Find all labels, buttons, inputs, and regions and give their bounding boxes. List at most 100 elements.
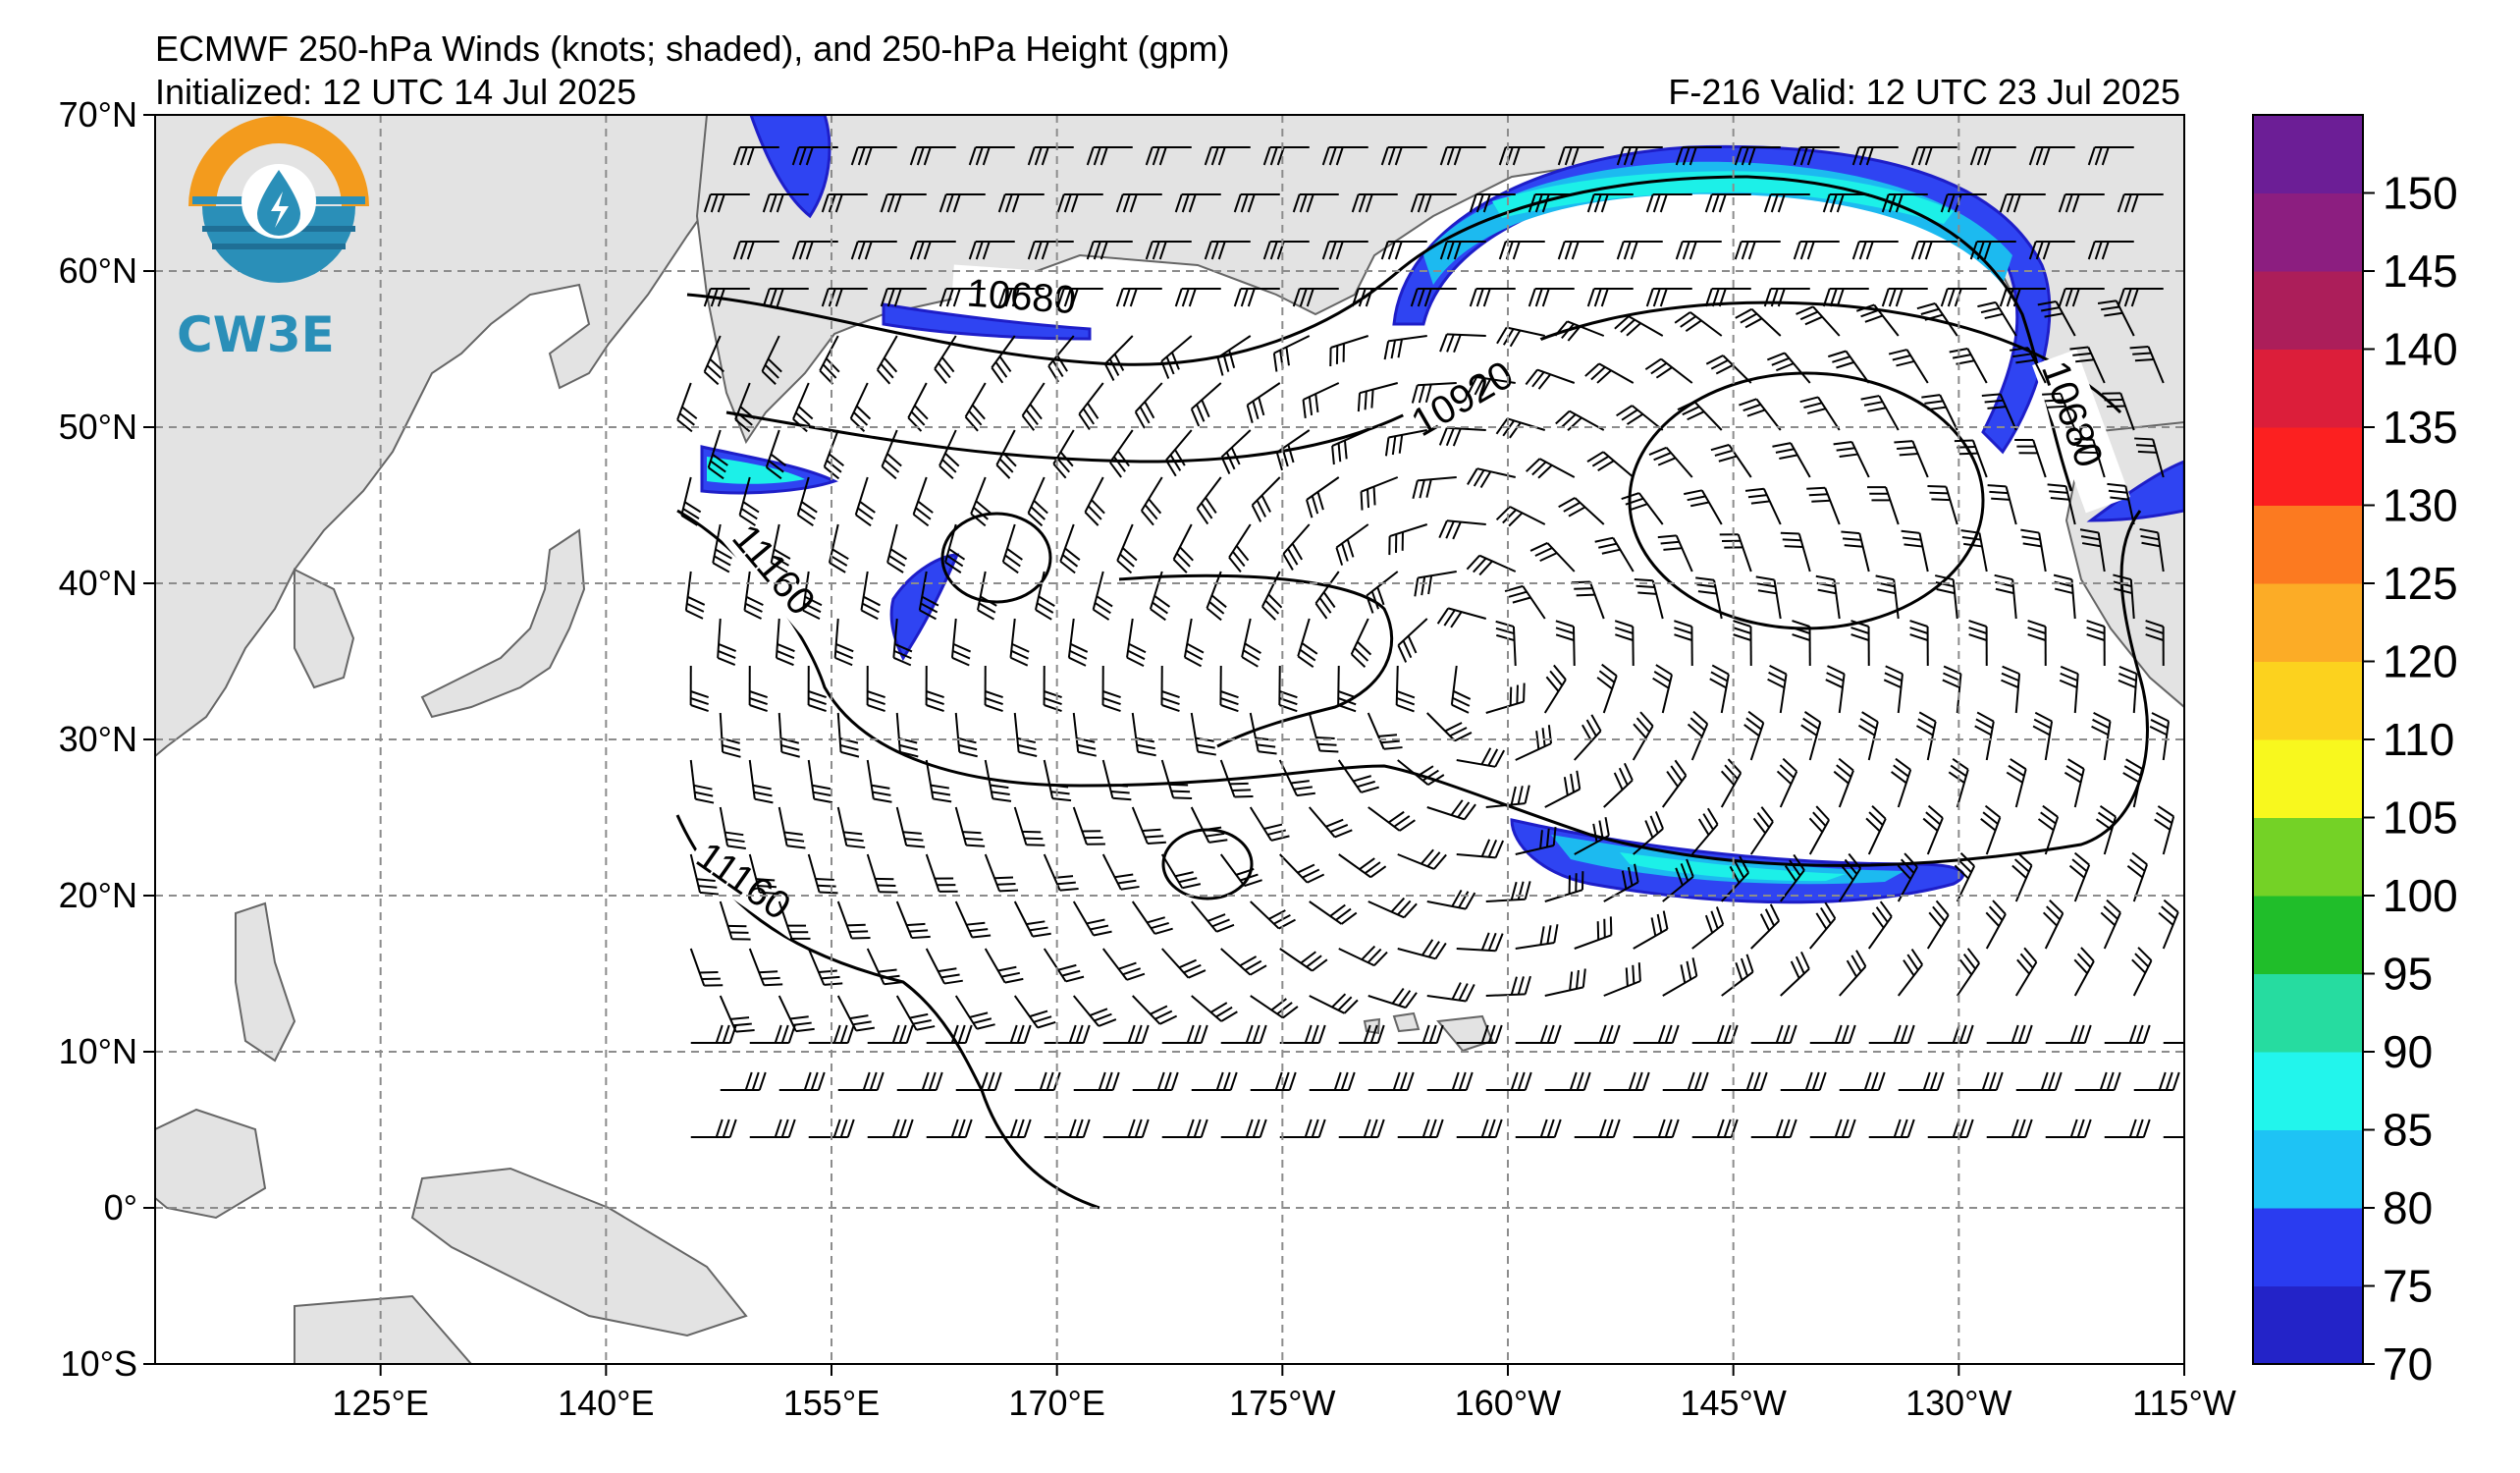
wind-barb: [1052, 429, 1075, 479]
wind-barb: [1851, 146, 1899, 166]
wind-barb: [2100, 899, 2121, 950]
wind-barb: [777, 806, 806, 849]
wind-barb: [934, 335, 957, 385]
wind-barb: [2028, 241, 2075, 260]
wind-barb: [1001, 523, 1023, 574]
wind-barb: [2047, 483, 2076, 525]
wind-barb: [1027, 241, 1074, 260]
wind-barb: [1780, 531, 1811, 573]
wind-barb: [1808, 805, 1830, 855]
wind-barb: [1495, 506, 1546, 527]
wind-barb: [1103, 335, 1134, 381]
wind-barb: [1021, 382, 1046, 431]
wind-barb: [2163, 1136, 2184, 1138]
height-contour-11160: [676, 509, 2149, 867]
wind-barb: [938, 288, 986, 307]
wind-barb: [1544, 1071, 1591, 1091]
wind-barb: [1436, 607, 1487, 628]
wind-barb: [2059, 665, 2079, 714]
wind-barb: [703, 335, 724, 386]
wind-barb: [2104, 1118, 2151, 1138]
wind-barb: [1574, 714, 1602, 761]
wind-barb: [775, 618, 795, 667]
wind-barb: [2149, 712, 2171, 761]
colorbar-swatch: [2253, 1285, 2363, 1365]
wind-barb: [1554, 320, 1605, 342]
wind-barb: [1337, 665, 1357, 713]
wind-barb: [1675, 146, 1722, 166]
wind-barb: [1691, 906, 1725, 950]
wind-barb: [895, 806, 926, 848]
wind-barb: [985, 1118, 1032, 1138]
wind-barb: [1603, 1071, 1650, 1091]
wind-barb: [1067, 618, 1089, 667]
wind-barb: [866, 665, 885, 713]
wind-barb: [1735, 307, 1782, 337]
wind-barb: [1220, 948, 1267, 976]
wind-barb: [1172, 523, 1194, 573]
wind-barb: [849, 382, 872, 433]
wind-barb: [1793, 146, 1840, 166]
wind-barb: [1043, 948, 1085, 983]
wind-barb: [1395, 665, 1416, 713]
wind-barb: [1822, 288, 1869, 307]
wind-barb: [1927, 1024, 1974, 1044]
wind-barb: [1388, 523, 1428, 556]
wind-barb: [1657, 534, 1693, 573]
wind-barb: [1822, 193, 1869, 213]
wind-barb: [1915, 711, 1937, 761]
wind-barb: [1806, 486, 1841, 525]
wind-barb: [1633, 810, 1664, 855]
wind-barb: [2117, 193, 2164, 213]
wind-barb: [1596, 663, 1618, 714]
wind-barb: [1763, 288, 1810, 307]
wind-barb: [1614, 315, 1664, 337]
wind-barb: [1691, 1118, 1739, 1138]
wind-barb: [719, 900, 751, 941]
borneo-land: [155, 1108, 267, 1220]
colorbar-label: 85: [2383, 1105, 2433, 1156]
wind-barb: [808, 1024, 855, 1044]
wind-barb: [777, 900, 811, 940]
wind-barb: [1072, 995, 1117, 1027]
wind-barb: [1977, 300, 2017, 337]
wind-barb: [1910, 146, 1957, 166]
wind-barb: [748, 948, 783, 987]
wind-barb: [1695, 576, 1723, 620]
wind-barb: [1881, 288, 1928, 307]
wind-barb: [1888, 349, 1929, 384]
wind-barb: [1397, 618, 1428, 663]
wind-barb: [954, 995, 995, 1030]
wind-barb: [1251, 476, 1281, 522]
wind-barb: [749, 1024, 796, 1044]
wind-barb: [1126, 618, 1147, 667]
wind-barb: [984, 948, 1024, 984]
colorbar-label: 100: [2383, 870, 2458, 921]
wind-barb: [748, 665, 768, 712]
wind-barb: [1131, 900, 1173, 935]
wind-barb: [1132, 1071, 1179, 1091]
wind-barb: [1867, 486, 1900, 525]
wind-barb: [1262, 146, 1310, 166]
wind-barb: [1145, 146, 1192, 166]
wind-barb: [2010, 347, 2047, 384]
wind-barb: [703, 288, 750, 307]
wind-barb: [2163, 1042, 2184, 1044]
wind-barb: [2032, 711, 2054, 761]
wind-barb: [977, 571, 997, 621]
wind-barb: [2086, 620, 2106, 667]
wind-barb: [836, 900, 871, 940]
wind-barb: [836, 995, 876, 1032]
wind-barb: [1272, 335, 1311, 372]
wind-barb: [1360, 476, 1399, 511]
colorbar-swatch: [2253, 505, 2363, 584]
wind-barb: [2042, 392, 2076, 431]
wind-barb: [866, 853, 898, 894]
wind-barb: [748, 853, 778, 896]
wind-barb: [1485, 881, 1531, 902]
wind-barb: [1116, 523, 1138, 574]
wind-barb: [866, 948, 903, 986]
wind-barb: [1644, 357, 1693, 384]
wind-barb: [1160, 759, 1193, 799]
wind-barb: [955, 1071, 1002, 1091]
